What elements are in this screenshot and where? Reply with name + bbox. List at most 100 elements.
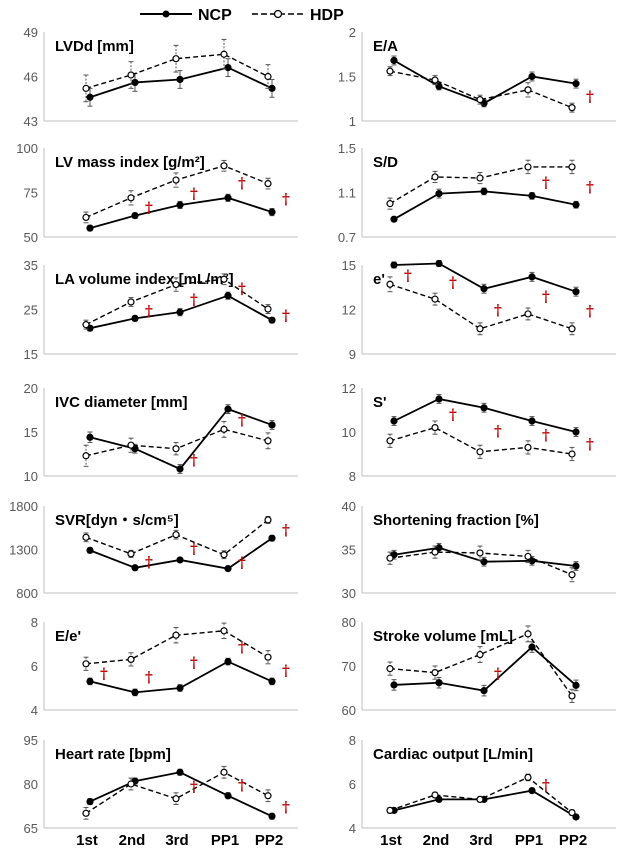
hdp-point xyxy=(172,280,180,289)
ncp-point xyxy=(86,93,94,101)
y-tick-label: 60 xyxy=(342,703,356,718)
ncp-point xyxy=(176,556,184,564)
ncp-point xyxy=(224,194,232,202)
x-category-label: 3rd xyxy=(469,832,492,849)
ncp-point xyxy=(86,546,94,554)
hdp-point xyxy=(220,50,228,58)
hdp-point xyxy=(127,780,135,788)
hdp-point xyxy=(386,806,394,815)
significance-dagger: † xyxy=(190,654,198,672)
y-tick-label: 1300 xyxy=(9,543,38,558)
panel-heart-rate-bpm: 65 80 95 Heart rate [bpm] † † † xyxy=(24,733,298,836)
hdp-point xyxy=(82,452,90,460)
significance-dagger: † xyxy=(586,178,594,196)
y-tick-label: 4 xyxy=(349,821,356,836)
ncp-point xyxy=(224,405,232,413)
hdp-point xyxy=(220,768,228,776)
hdp-point xyxy=(220,275,228,283)
ncp-point xyxy=(268,208,276,216)
hdp-point xyxy=(82,321,90,329)
y-tick-label: 40 xyxy=(342,499,356,514)
ncp-point xyxy=(86,677,94,686)
ncp-point xyxy=(86,224,94,232)
y-tick-label: 1 xyxy=(349,114,356,129)
ncp-point xyxy=(480,187,488,195)
significance-dagger: † xyxy=(449,405,457,423)
y-tick-label: 43 xyxy=(24,114,38,129)
hdp-point xyxy=(386,554,394,562)
hdp-point xyxy=(386,67,394,75)
panel-title: Heart rate [bpm] xyxy=(55,746,171,763)
hdp-point xyxy=(568,450,576,458)
hdp-point xyxy=(82,660,90,668)
x-category-label: 2nd xyxy=(423,832,450,849)
y-tick-label: 35 xyxy=(342,543,356,558)
ncp-series-line xyxy=(393,59,577,105)
ncp-point xyxy=(176,465,184,473)
hdp-point xyxy=(172,55,180,63)
panel-title: Stroke volume [mL] xyxy=(373,628,513,645)
y-tick-label: 1.5 xyxy=(338,141,356,156)
y-tick-label: 15 xyxy=(24,425,38,440)
hdp-point xyxy=(172,176,180,184)
y-tick-label: 6 xyxy=(31,659,38,674)
hdp-point xyxy=(127,71,135,79)
y-tick-label: 75 xyxy=(24,186,38,201)
hdp-point xyxy=(264,437,272,445)
x-category-label: PP2 xyxy=(255,832,283,849)
significance-dagger: † xyxy=(190,451,198,469)
y-tick-label: 15 xyxy=(342,258,356,273)
y-tick-label: 800 xyxy=(16,586,38,601)
panel-lvdd-mm: 43 46 49 LVDd [mm] xyxy=(24,25,298,129)
y-tick-label: 49 xyxy=(24,25,38,40)
hdp-point xyxy=(476,325,484,333)
ncp-point xyxy=(435,259,443,268)
legend-ncp-marker xyxy=(162,10,170,18)
y-tick-label: 0.7 xyxy=(338,230,356,245)
y-tick-label: 12 xyxy=(342,381,356,396)
significance-dagger: † xyxy=(586,302,594,320)
ncp-point xyxy=(131,314,139,322)
significance-dagger: † xyxy=(542,426,550,444)
legend-hdp-label: HDP xyxy=(310,7,344,24)
significance-dagger: † xyxy=(586,88,594,106)
ncp-point xyxy=(224,292,232,300)
significance-dagger: † xyxy=(145,302,153,320)
legend: NCP HDP xyxy=(140,7,344,24)
ncp-point xyxy=(268,812,276,820)
y-tick-label: 100 xyxy=(16,141,38,156)
panel-title: LV mass index [g/m²] xyxy=(55,154,205,171)
panel-s-d: 0.7 1.1 1.5 S/D † † xyxy=(338,141,616,245)
significance-dagger: † xyxy=(238,776,246,794)
ncp-point xyxy=(224,565,232,573)
hdp-point xyxy=(172,795,180,803)
y-tick-label: 30 xyxy=(342,586,356,601)
hdp-point xyxy=(524,773,532,782)
ncp-point xyxy=(176,201,184,209)
hdp-point xyxy=(264,72,272,81)
y-tick-label: 9 xyxy=(349,347,356,362)
ncp-series-line xyxy=(393,190,577,220)
hdp-point xyxy=(264,792,272,800)
significance-dagger: † xyxy=(449,273,457,291)
ncp-point xyxy=(528,273,536,281)
y-tick-label: 46 xyxy=(24,70,38,85)
panel-title: SVR[dyn・s/cm⁵] xyxy=(55,512,179,529)
y-tick-label: 8 xyxy=(31,615,38,630)
panel-e-a: 1 1.5 2 E/A † xyxy=(338,25,616,129)
significance-dagger: † xyxy=(282,307,290,325)
significance-dagger: † xyxy=(238,411,246,429)
ncp-point xyxy=(86,797,94,806)
panel-e-e: 4 6 8 E/e' † † † † † xyxy=(31,615,298,718)
ncp-point xyxy=(390,56,398,65)
panel-title: LVDd [mm] xyxy=(55,38,134,55)
hdp-point xyxy=(386,200,394,208)
hdp-point xyxy=(264,516,272,524)
panel-ivc-diameter-mm: 10 15 20 IVC diameter [mm] † † xyxy=(24,381,298,484)
hdp-point xyxy=(476,96,484,104)
y-tick-label: 20 xyxy=(24,381,38,396)
hdp-point xyxy=(264,653,272,661)
